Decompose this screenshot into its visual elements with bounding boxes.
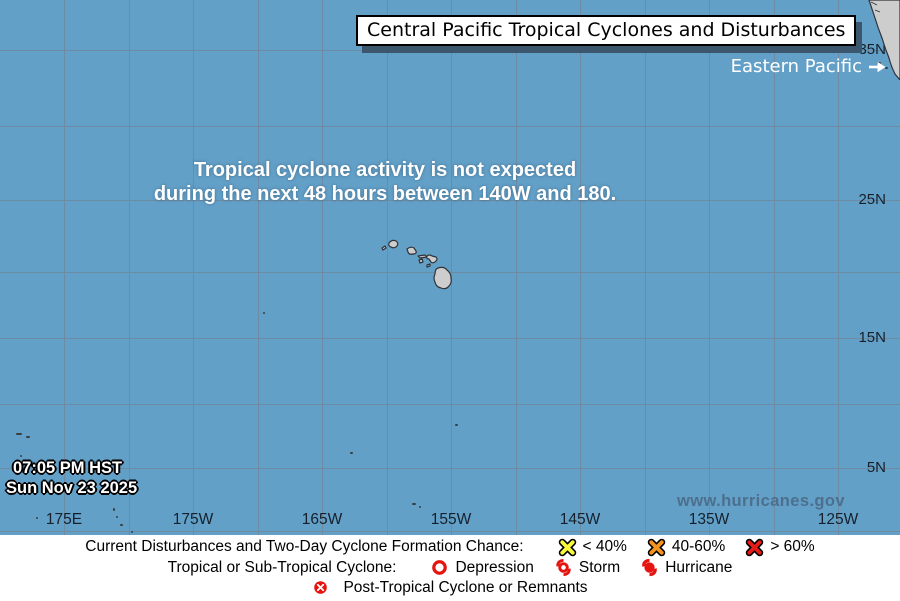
legend-row-post-tropical: Post-Tropical Cyclone or Remnants <box>0 578 900 598</box>
map-title: Central Pacific Tropical Cyclones and Di… <box>356 15 857 46</box>
gridline-parallel <box>0 50 900 51</box>
timestamp-date: Sun Nov 23 2025 <box>6 479 138 497</box>
legend-cyclone-label: Tropical or Sub-Tropical Cyclone: <box>167 558 397 576</box>
islet-mark <box>26 436 30 438</box>
eastern-pacific-label: Eastern Pacific <box>730 56 862 77</box>
tropical-storm-icon <box>556 559 571 576</box>
islet-mark <box>116 516 118 518</box>
gridline-meridian <box>258 0 259 535</box>
islet-mark <box>120 524 123 526</box>
hurricanes-gov-watermark: www.hurricanes.gov <box>677 492 845 510</box>
hawaiian-islands <box>381 239 452 290</box>
gridline-meridian <box>193 0 194 535</box>
gridline-meridian <box>451 0 452 535</box>
legend-row-cyclones: Tropical or Sub-Tropical Cyclone: Depres… <box>0 558 900 578</box>
island-molokai <box>417 254 428 259</box>
legend-item-storm: Storm <box>554 558 620 577</box>
latitude-label: 15N <box>858 329 886 347</box>
island-kahoolawe <box>426 263 431 268</box>
legend-item-lt40: < 40% <box>558 538 627 557</box>
outlook-message-line2: during the next 48 hours between 140W an… <box>153 183 617 205</box>
islet-mark <box>20 455 22 457</box>
gridline-meridian <box>129 0 130 535</box>
islet-mark <box>455 424 458 426</box>
gridline-meridian <box>838 0 839 535</box>
timestamp-time: 07:05 PM HST <box>13 459 123 477</box>
legend-row-disturbances: Current Disturbances and Two-Day Cyclone… <box>0 537 900 557</box>
gridline-meridian <box>709 0 710 535</box>
longitude-label: 175W <box>172 511 214 528</box>
islet-mark <box>36 517 38 519</box>
gridline-meridian <box>645 0 646 535</box>
depression-icon <box>432 560 448 575</box>
legend-hurricane-label: Hurricane <box>665 558 733 576</box>
arrow-right-icon <box>869 61 886 72</box>
longitude-label: 135W <box>688 511 730 528</box>
legend-depression-label: Depression <box>455 558 534 576</box>
gridline-meridian <box>64 0 65 535</box>
island-lanai <box>418 258 424 264</box>
x-orange-icon <box>647 538 666 556</box>
outlook-message: Tropical cyclone activity is not expecte… <box>85 158 685 206</box>
x-yellow-icon <box>558 538 576 556</box>
islet-mark <box>350 452 353 454</box>
x-red-icon <box>746 538 764 556</box>
latitude-label: 35N <box>858 41 886 59</box>
latitude-label: 25N <box>858 191 886 209</box>
islet-mark <box>263 312 265 314</box>
islet-mark <box>885 67 888 69</box>
legend-chance-label: Current Disturbances and Two-Day Cyclone… <box>85 538 524 556</box>
gridline-parallel <box>0 338 900 339</box>
longitude-label: 175E <box>45 511 83 528</box>
gridline-meridian <box>580 0 581 535</box>
island-kauai <box>388 239 399 249</box>
pacific-map: 35N 25N 15N 5N 175E 175W 165W 155W 145W 135W 125W… <box>0 0 900 535</box>
longitude-label: 125W <box>817 511 859 528</box>
gridline-parallel <box>0 468 900 469</box>
legend-post-tropical-label: Post-Tropical Cyclone or Remnants <box>343 578 588 596</box>
post-tropical-icon <box>314 581 328 595</box>
island-hawaii <box>433 266 452 290</box>
islet-mark <box>16 433 22 435</box>
legend-item-40-60: 40-60% <box>647 538 725 557</box>
island-oahu <box>406 246 417 255</box>
island-niihau <box>381 245 387 251</box>
gridline-meridian <box>387 0 388 535</box>
latitude-label: 5N <box>866 459 886 477</box>
islet-mark <box>131 531 133 533</box>
islet-mark <box>113 508 115 511</box>
longitude-label: 165W <box>301 511 343 528</box>
legend-gt60-label: > 60% <box>770 538 815 556</box>
hurricane-icon <box>642 558 658 577</box>
legend-item-post-tropical: Post-Tropical Cyclone or Remnants <box>312 578 588 597</box>
gridline-meridian <box>774 0 775 535</box>
north-america-coast <box>868 0 900 80</box>
islet-mark <box>412 503 416 505</box>
gridline-parallel <box>0 126 900 127</box>
outlook-message-line1: Tropical cyclone activity is not expecte… <box>193 159 577 181</box>
legend: Current Disturbances and Two-Day Cyclone… <box>0 535 900 601</box>
legend-item-depression: Depression <box>430 558 534 577</box>
longitude-label: 155W <box>430 511 472 528</box>
gridline-meridian <box>516 0 517 535</box>
gridline-meridian <box>322 0 323 535</box>
longitude-label: 145W <box>559 511 601 528</box>
legend-storm-label: Storm <box>578 558 621 576</box>
eastern-pacific-link[interactable]: Eastern Pacific <box>731 56 886 77</box>
islet-mark <box>419 506 421 508</box>
island-maui <box>426 254 438 264</box>
gridline-parallel <box>0 200 900 201</box>
legend-item-gt60: > 60% <box>745 538 815 557</box>
gridline-parallel <box>0 404 900 405</box>
gridline-parallel <box>0 531 900 532</box>
issuance-timestamp: 07:05 PM HST Sun Nov 23 2025 <box>6 458 137 498</box>
legend-lt40-label: < 40% <box>582 538 627 556</box>
legend-40-60-label: 40-60% <box>671 538 726 556</box>
legend-item-hurricane: Hurricane <box>640 558 732 577</box>
